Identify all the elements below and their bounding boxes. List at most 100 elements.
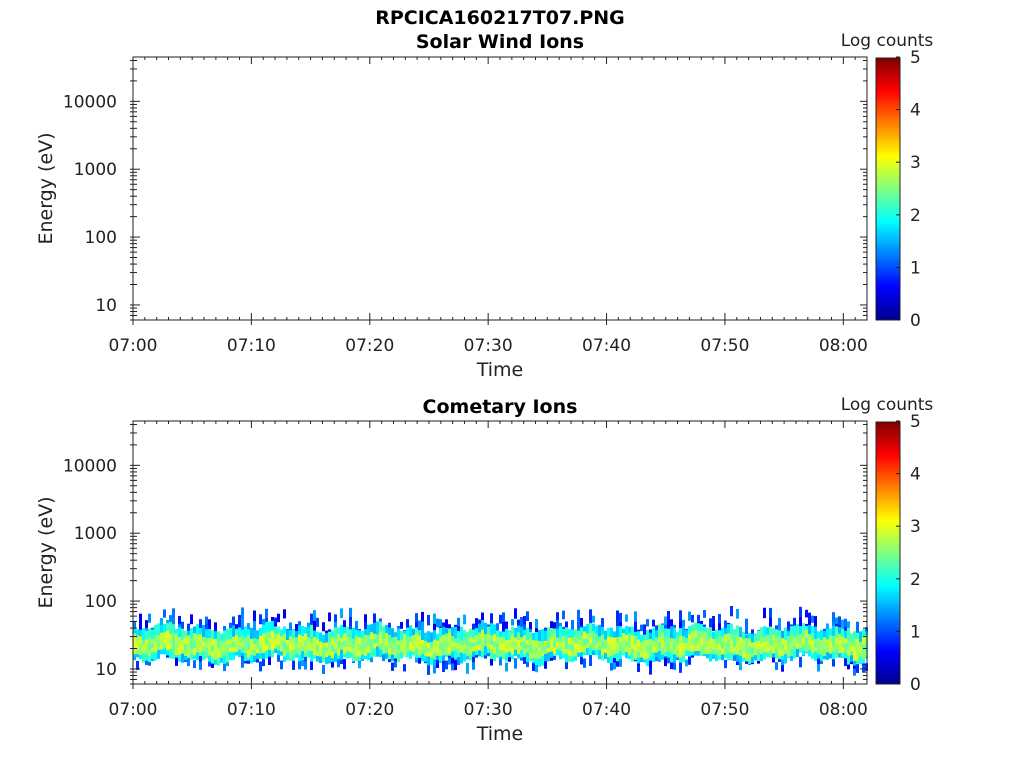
heatmap-cell (382, 638, 385, 646)
heatmap-cell (709, 618, 712, 628)
heatmap-cell (829, 635, 832, 643)
heatmap-cell (637, 652, 640, 664)
heatmap-cell (571, 643, 574, 651)
heatmap-cell (436, 650, 439, 656)
heatmap-cell (634, 611, 637, 622)
heatmap-cell (136, 660, 139, 670)
heatmap-cell (208, 619, 211, 630)
heatmap-cell (742, 644, 745, 652)
heatmap-cell (520, 645, 523, 651)
heatmap-cell (331, 650, 334, 659)
heatmap-cell (664, 646, 667, 652)
heatmap-cell (688, 655, 691, 665)
heatmap-cell (658, 645, 661, 651)
heatmap-cell (841, 636, 844, 643)
heatmap-cell (280, 629, 283, 639)
heatmap-cell (787, 649, 790, 657)
heatmap-cell (547, 643, 550, 649)
heatmap-cell (646, 645, 649, 653)
heatmap-cell (706, 647, 709, 655)
heatmap-cell (238, 627, 241, 638)
heatmap-cell (739, 637, 742, 644)
y-tick-label: 1000 (74, 524, 117, 544)
heatmap-cell (310, 646, 313, 651)
heatmap-cell (193, 647, 196, 656)
heatmap-cell (139, 648, 142, 656)
heatmap-cell (469, 648, 472, 655)
heatmap-cell (841, 628, 844, 639)
heatmap-cell (532, 662, 535, 671)
heatmap-cell (274, 638, 277, 644)
heatmap-cell (340, 608, 343, 619)
heatmap-cell (544, 645, 547, 650)
heatmap-cell (529, 651, 532, 659)
heatmap-cell (196, 647, 199, 661)
heatmap-cell (730, 645, 733, 653)
heatmap-cell (382, 652, 385, 662)
heatmap-cell (733, 655, 736, 661)
heatmap-cell (493, 648, 496, 662)
y-tick-label: 10 (95, 660, 117, 680)
heatmap-cell (292, 637, 295, 644)
heatmap-cell (259, 627, 262, 639)
heatmap-cell (415, 653, 418, 663)
heatmap-cell (157, 646, 160, 659)
heatmap-cell (199, 634, 202, 641)
heatmap-cell (229, 647, 232, 652)
heatmap-cell (535, 646, 538, 654)
heatmap-cell (817, 643, 820, 650)
heatmap-cell (781, 643, 784, 650)
heatmap-cell (814, 616, 817, 626)
heatmap-cell (199, 640, 202, 647)
y-axis: 10 100 1000 10000 Energy (eV) (35, 59, 867, 321)
heatmap-cell (478, 645, 481, 657)
heatmap-cell (280, 641, 283, 647)
x-tick-label: 07:40 (582, 336, 631, 356)
heatmap-cell (814, 646, 817, 652)
heatmap-cell (457, 631, 460, 641)
heatmap-cell (649, 639, 652, 646)
heatmap-cell (133, 621, 136, 630)
heatmap-cell (853, 668, 856, 676)
heatmap-cell (538, 640, 541, 648)
heatmap-cell (133, 646, 136, 655)
heatmap-cell (439, 627, 442, 640)
heatmap-cell (199, 628, 202, 638)
heatmap-cell (781, 630, 784, 641)
heatmap-cell (334, 627, 337, 640)
heatmap-cell (673, 650, 676, 663)
heatmap-cell (352, 649, 355, 662)
heatmap-cell (811, 640, 814, 648)
heatmap-cell (637, 645, 640, 652)
heatmap-cell (688, 626, 691, 637)
heatmap-cell (265, 646, 268, 659)
heatmap-cell (607, 643, 610, 651)
heatmap-cell (613, 648, 616, 655)
heatmap-cell (154, 646, 157, 653)
heatmap-cell (817, 631, 820, 641)
heatmap-cell (166, 623, 169, 635)
heatmap-cell (538, 630, 541, 643)
heatmap-cell (457, 625, 460, 634)
heatmap-cell (751, 633, 754, 644)
heatmap-cell (568, 650, 571, 662)
heatmap-cell (820, 629, 823, 641)
heatmap-cell (826, 643, 829, 649)
heatmap-cell (637, 664, 640, 673)
heatmap-cell (580, 640, 583, 647)
heatmap-cell (415, 613, 418, 622)
heatmap-cell (607, 627, 610, 640)
heatmap-cell (517, 632, 520, 641)
heatmap-cell (862, 643, 865, 652)
heatmap-cell (760, 636, 763, 644)
heatmap-cell (796, 639, 799, 645)
heatmap-cell (418, 620, 421, 629)
heatmap-cell (394, 649, 397, 657)
heatmap-cell (796, 643, 799, 649)
heatmap-cell (205, 637, 208, 644)
heatmap-cell (148, 628, 151, 641)
heatmap-cell (433, 639, 436, 647)
heatmap-cell (427, 614, 430, 626)
heatmap-cell (364, 635, 367, 643)
heatmap-cell (664, 616, 667, 626)
